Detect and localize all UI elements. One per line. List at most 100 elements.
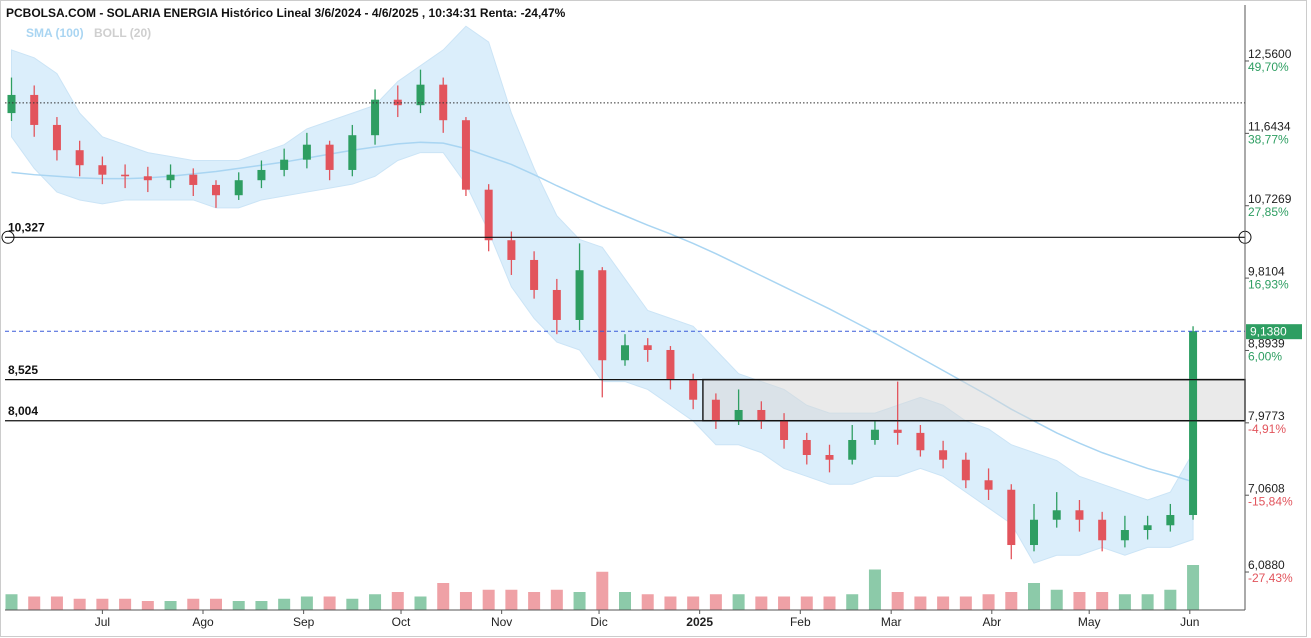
volume-bar [141, 601, 154, 610]
candle-body [1143, 525, 1152, 531]
volume-bar [346, 598, 359, 610]
volume-bar [891, 592, 904, 610]
candle-body [575, 270, 584, 320]
volume-bar [982, 594, 995, 610]
volume-bar [505, 589, 518, 610]
candle-body [7, 94, 16, 114]
volume-bar [687, 596, 700, 610]
volume-bar [1141, 594, 1154, 610]
volume-bar [709, 594, 722, 610]
candle-body [621, 345, 629, 361]
volume-bar [528, 592, 541, 610]
candle-body [1166, 515, 1175, 526]
candle-body [166, 174, 175, 181]
volume-bar [232, 601, 245, 610]
candle-body [552, 289, 561, 320]
candle-body [1120, 530, 1129, 541]
y-tick-change: 38,77% [1248, 133, 1289, 147]
y-tick-label: 7,0608 [1248, 481, 1285, 495]
candle-body [666, 349, 675, 380]
candle-body [780, 420, 789, 440]
volume-bar [1164, 589, 1177, 610]
y-tick-change: 27,85% [1248, 205, 1289, 219]
volume-bar [28, 596, 41, 610]
candle-body [530, 259, 539, 290]
x-tick-label: Oct [392, 615, 411, 629]
volume-bar [187, 598, 200, 610]
candle-body [189, 174, 198, 185]
volume-bar [300, 596, 313, 610]
candle-body [916, 432, 925, 451]
volume-bar [1096, 592, 1109, 610]
legend-sma: SMA (100) [26, 26, 84, 40]
volume-bar [800, 596, 813, 610]
candle-body [643, 345, 652, 350]
candle-body [984, 480, 993, 490]
last-price-label: 9,1380 [1250, 324, 1287, 338]
volume-bar [1187, 565, 1200, 610]
candle-body [143, 176, 152, 181]
volume-bar [73, 598, 86, 610]
candle-body [1075, 510, 1084, 520]
y-tick-change: -27,43% [1248, 571, 1293, 585]
volume-bar [1005, 592, 1018, 610]
x-tick-label: Jun [1180, 615, 1199, 629]
volume-bar [209, 598, 222, 610]
candle-body [348, 135, 357, 170]
candle-body [98, 165, 107, 175]
volume-bar [278, 598, 291, 610]
candle-body [1030, 519, 1039, 546]
volume-bar [1028, 583, 1041, 610]
horizontal-line-label: 10,327 [8, 220, 45, 234]
candle-body [507, 240, 516, 260]
volume-bar [369, 594, 382, 610]
candle-body [1189, 331, 1198, 516]
candle-body [30, 94, 39, 125]
x-tick-label: Sep [293, 615, 315, 629]
y-tick-change: 16,93% [1248, 277, 1289, 291]
volume-bar [573, 592, 586, 610]
candle-body [484, 189, 493, 241]
candle-body [1007, 489, 1016, 546]
y-tick-change: 6,00% [1248, 350, 1282, 364]
candle-body [75, 150, 84, 166]
volume-bar [914, 596, 927, 610]
volume-bar [755, 596, 768, 610]
volume-bar [391, 592, 404, 610]
volume-bar [50, 596, 63, 610]
candle-body [825, 454, 834, 460]
candle-body [689, 379, 698, 400]
candle-body [257, 169, 266, 181]
candle-body [234, 180, 243, 196]
volume-bar [1118, 594, 1131, 610]
candle-body [416, 84, 425, 106]
candle-body [802, 439, 811, 455]
volume-bar [550, 589, 563, 610]
volume-bar [732, 594, 745, 610]
last-price-box [1246, 324, 1302, 340]
volume-bar [119, 598, 132, 610]
candle-body [211, 184, 220, 196]
y-tick-label: 12,5600 [1248, 47, 1292, 61]
volume-bar [868, 569, 881, 610]
chart-title: PCBOLSA.COM - SOLARIA ENERGIA Histórico … [6, 6, 566, 20]
volume-bar [5, 594, 18, 610]
volume-bar [823, 596, 836, 610]
candle-body [848, 439, 857, 460]
candle-body [939, 450, 948, 460]
y-tick-label: 11,6434 [1248, 120, 1291, 134]
candle-body [325, 144, 334, 170]
candle-body [734, 409, 743, 421]
volume-bar [664, 596, 677, 610]
x-tick-label: 2025 [686, 615, 713, 629]
volume-bar [437, 583, 450, 610]
candle-body [461, 120, 470, 190]
candle-body [598, 270, 607, 361]
x-tick-label: Nov [491, 615, 512, 629]
volume-bar [255, 601, 268, 610]
candle-body [1098, 519, 1107, 541]
candle-body [52, 124, 61, 151]
candle-body [711, 399, 720, 421]
y-tick-label: 6,0880 [1248, 558, 1285, 572]
